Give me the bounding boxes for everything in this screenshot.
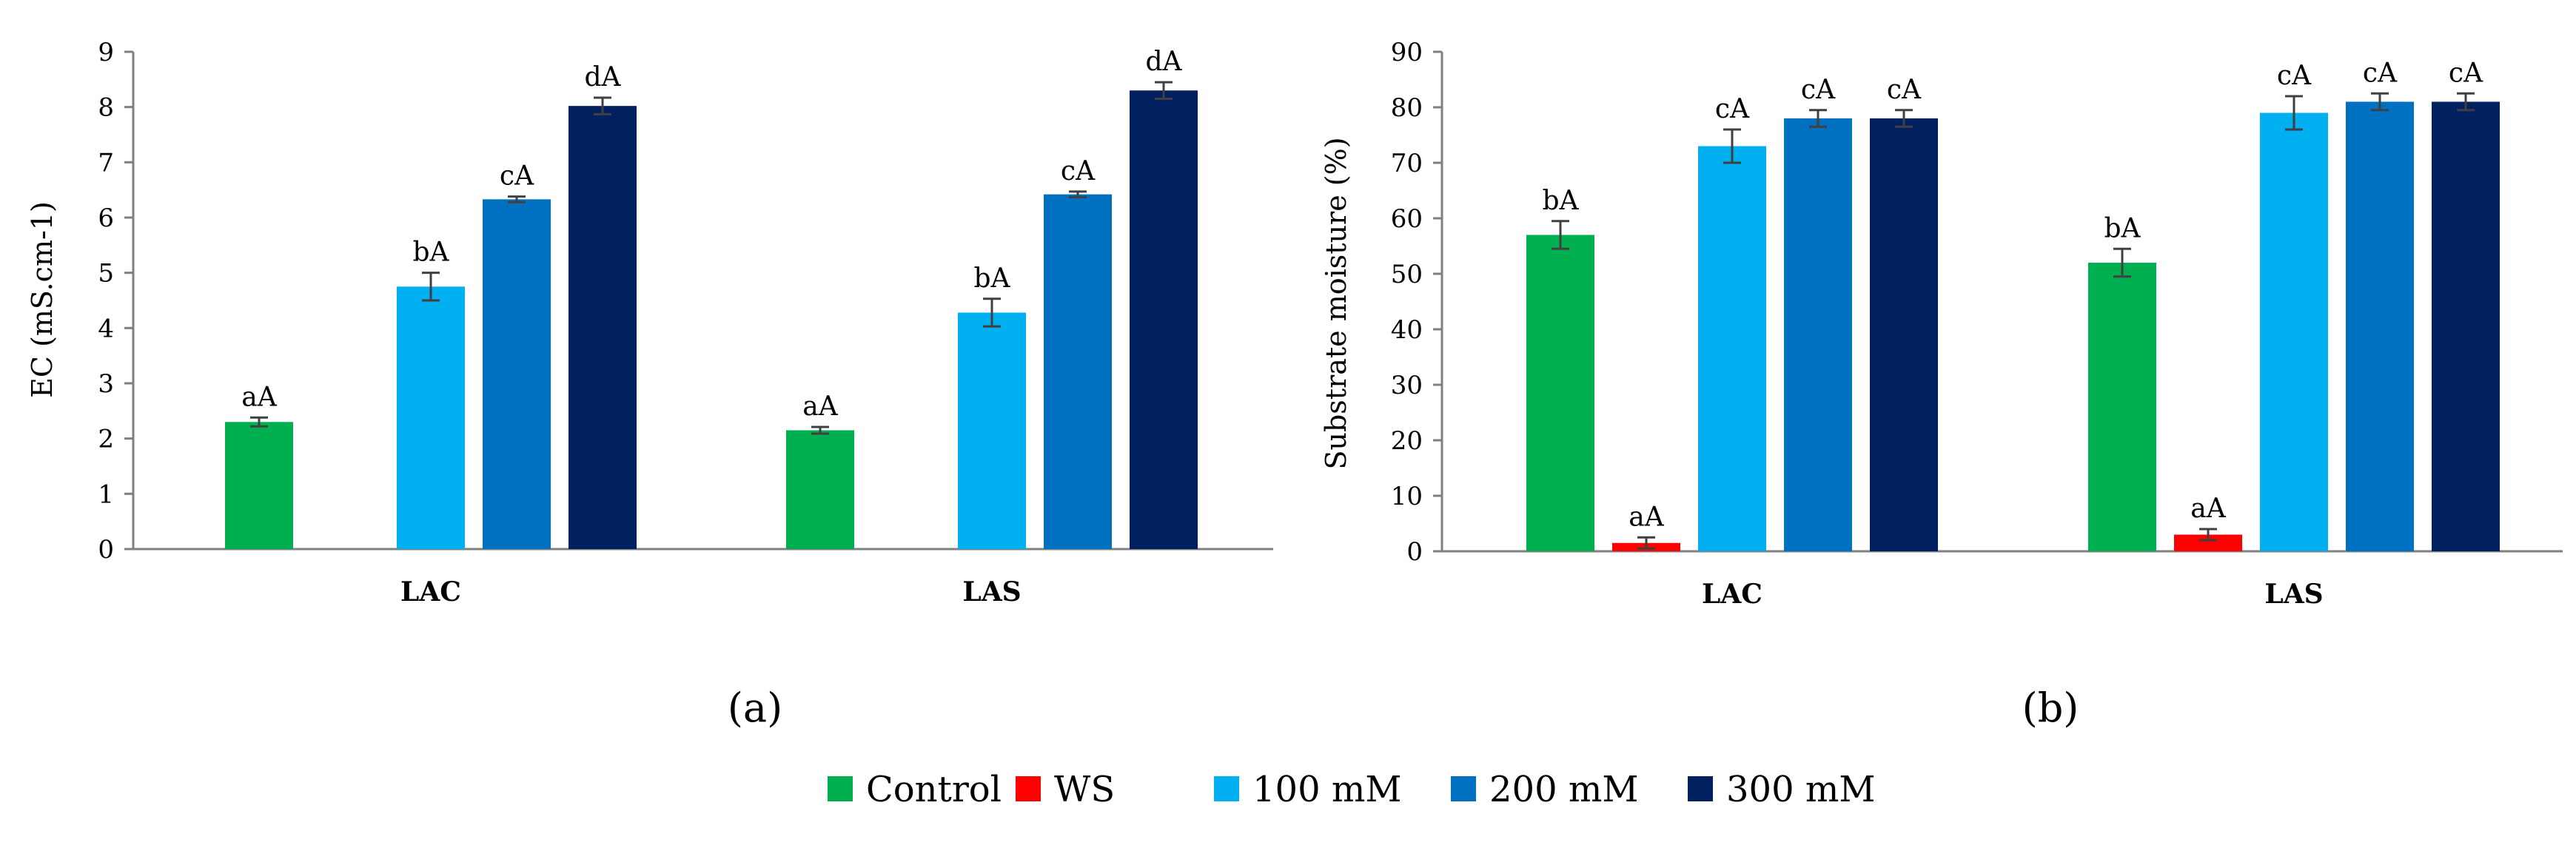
bar <box>2088 263 2156 551</box>
category-label: LAC <box>1702 579 1762 610</box>
data-label: cA <box>1061 156 1096 186</box>
bar <box>483 199 551 549</box>
y-tick-label: 0 <box>1406 537 1423 567</box>
data-label: dA <box>584 62 621 92</box>
legend-label: 100 mM <box>1252 769 1402 810</box>
legend-label: 300 mM <box>1726 769 1876 810</box>
y-tick-label: 90 <box>1391 38 1423 67</box>
bar <box>1130 90 1198 550</box>
legend-swatch <box>1451 776 1476 801</box>
bar <box>2174 534 2242 551</box>
panel-label-b: (b) <box>2022 684 2079 731</box>
legend: Control WS 100 mM 200 mM 300 mM <box>828 769 1876 810</box>
bar <box>958 312 1026 549</box>
category-label: LAC <box>400 576 461 608</box>
y-tick-label: 60 <box>1391 204 1423 234</box>
legend-label: WS <box>1054 769 1115 810</box>
y-tick-label: 30 <box>1391 371 1423 400</box>
chart-a: 0 1 2 3 4 5 6 7 8 9 EC (mS.cm-1) LAC LAS aA aA bA bA cA cA… <box>26 38 1273 608</box>
y-axis-label: Substrate moisture (%) <box>1320 137 1352 469</box>
y-tick-label: 20 <box>1391 426 1423 456</box>
data-label: cA <box>1715 94 1750 124</box>
bar <box>2260 112 2328 551</box>
data-label: cA <box>1887 75 1922 105</box>
data-label: cA <box>2363 58 2398 88</box>
data-label: bA <box>2104 213 2141 243</box>
y-tick-label: 7 <box>98 148 114 178</box>
y-axis-label: EC (mS.cm-1) <box>26 201 58 398</box>
legend-swatch <box>1688 776 1713 801</box>
legend-swatch <box>828 776 853 801</box>
bar <box>568 106 637 549</box>
y-tick-label: 4 <box>98 314 114 343</box>
legend-swatch <box>1214 776 1239 801</box>
category-label: LAS <box>962 576 1021 608</box>
bar <box>786 430 854 549</box>
y-tick-label: 8 <box>98 93 114 123</box>
bar <box>1784 118 1852 551</box>
legend-swatch <box>1016 776 1041 801</box>
bar <box>2432 101 2500 551</box>
data-label: cA <box>1801 75 1836 105</box>
data-label: aA <box>241 382 277 412</box>
panel-label-a: (a) <box>728 684 782 731</box>
y-tick-label: 50 <box>1391 260 1423 289</box>
bar <box>397 286 465 549</box>
y-tick-label: 6 <box>98 203 114 233</box>
bar <box>1526 235 1594 551</box>
legend-label: Control <box>866 769 1002 810</box>
y-tick-label: 1 <box>98 479 114 509</box>
category-label: LAS <box>2264 579 2323 610</box>
data-label: bA <box>1542 186 1579 216</box>
y-tick-label: 3 <box>98 369 114 399</box>
data-label: bA <box>412 238 449 268</box>
y-tick-label: 10 <box>1391 482 1423 511</box>
chart-b: 0 10 20 30 40 50 60 70 80 90 Substrate moisture (%… <box>1320 38 2563 610</box>
data-label: aA <box>2190 494 2226 524</box>
legend-label: 200 mM <box>1489 769 1639 810</box>
data-label: cA <box>2277 61 2312 91</box>
data-label: aA <box>802 391 838 422</box>
data-label: aA <box>1629 502 1664 532</box>
y-tick-label: 70 <box>1391 149 1423 178</box>
data-label: cA <box>2449 58 2483 88</box>
bar <box>1044 194 1112 549</box>
y-tick-label: 5 <box>98 259 114 289</box>
bar <box>1870 118 1938 551</box>
y-tick-label: 2 <box>98 425 114 454</box>
y-tick-label: 9 <box>98 38 114 67</box>
y-tick-label: 80 <box>1391 93 1423 123</box>
data-label: cA <box>500 161 534 192</box>
bar <box>225 422 293 549</box>
y-tick-label: 40 <box>1391 315 1423 345</box>
data-label: bA <box>973 263 1010 294</box>
bar <box>1698 146 1766 551</box>
y-tick-label: 0 <box>98 535 114 565</box>
bar <box>2346 101 2414 551</box>
data-label: dA <box>1145 47 1182 77</box>
